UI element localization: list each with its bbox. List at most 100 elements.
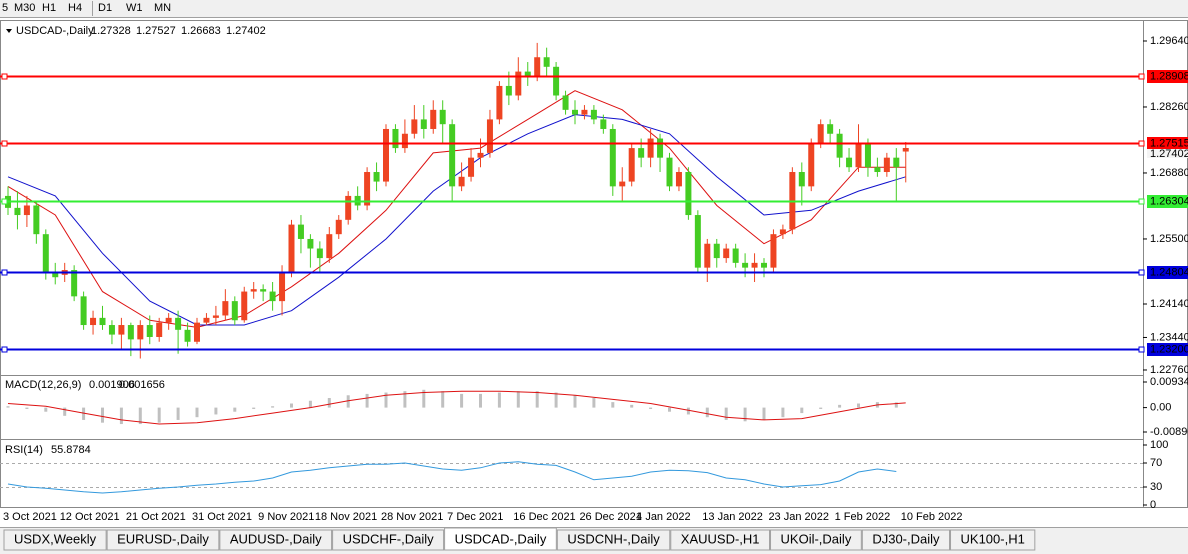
candle-body: [798, 172, 805, 187]
macd-bar: [743, 407, 747, 422]
macd-bar: [82, 407, 86, 420]
level-anchor: [1, 269, 8, 276]
level-anchor: [1138, 140, 1145, 147]
x-tick-label: 23 Jan 2022: [768, 511, 829, 523]
level-anchor: [1138, 269, 1145, 276]
candle-body: [212, 315, 219, 318]
tab-label[interactable]: USDCHF-,Daily: [343, 531, 435, 546]
level-anchor: [1138, 73, 1145, 80]
timeframe-button[interactable]: H1: [42, 2, 56, 14]
timeframe-button[interactable]: H4: [68, 2, 82, 14]
macd-bar: [686, 407, 690, 415]
macd-bar: [119, 407, 123, 425]
candle-body: [553, 66, 560, 96]
moving-average: [7, 114, 906, 326]
candle-body: [638, 148, 645, 158]
candle-body: [335, 219, 342, 235]
timeframe-button[interactable]: D1: [98, 2, 112, 14]
x-tick-label: 4 Jan 2022: [636, 511, 690, 523]
candle-body: [137, 325, 144, 340]
macd-bar: [195, 407, 199, 418]
candle-body: [609, 128, 616, 187]
candle-body: [779, 229, 786, 235]
timeframe-button[interactable]: 5: [2, 2, 8, 14]
candle-body: [241, 291, 248, 321]
macd-bar: [101, 407, 104, 423]
macd-bar: [6, 406, 10, 408]
x-tick-label: 16 Dec 2021: [513, 511, 575, 523]
level-label-bg: [1147, 266, 1188, 279]
candle-body: [184, 329, 191, 342]
rsi-title: RSI(14): [5, 444, 43, 456]
candle-body: [902, 148, 909, 152]
candle-body: [80, 296, 87, 326]
candle-body: [647, 138, 654, 158]
candle-body: [42, 234, 49, 273]
tab-label[interactable]: AUDUSD-,Daily: [230, 531, 322, 546]
tab[interactable]: [106, 529, 220, 551]
y-tick-label: 1.23440: [1150, 331, 1188, 343]
tab[interactable]: [332, 529, 445, 551]
candle-body: [118, 325, 125, 335]
candle-body: [628, 148, 635, 182]
macd-bar: [535, 391, 539, 408]
candle-body: [165, 317, 172, 323]
macd-bar: [592, 398, 596, 408]
candle-body: [373, 172, 380, 182]
tab-label[interactable]: USDCNH-,Daily: [567, 531, 660, 546]
x-tick-label: 31 Oct 2021: [192, 511, 252, 523]
candle-body: [231, 301, 238, 321]
macd-bar: [762, 407, 766, 420]
macd-bar: [308, 400, 312, 408]
candle-body: [666, 157, 673, 187]
candle-body: [345, 195, 352, 220]
tab[interactable]: [556, 529, 671, 551]
candle-body: [505, 85, 512, 96]
candle-body: [817, 124, 824, 144]
candle-body: [742, 262, 749, 268]
tab-label[interactable]: UKOil-,Daily: [781, 531, 852, 546]
level-label: 1.26304: [1150, 195, 1188, 207]
y-tick-label: 70: [1150, 457, 1162, 469]
y-tick-label: 0: [1150, 499, 1156, 511]
tab-label[interactable]: USDCAD-,Daily: [455, 531, 547, 546]
tab[interactable]: [444, 527, 557, 551]
tab[interactable]: [950, 529, 1036, 551]
tab[interactable]: [3, 529, 107, 551]
tab[interactable]: [770, 529, 862, 551]
candle-body: [524, 71, 531, 77]
y-tick-label: 1.22760: [1150, 364, 1188, 376]
candle-body: [761, 262, 767, 268]
tab-label[interactable]: XAUUSD-,H1: [681, 531, 760, 546]
timeframe-button[interactable]: W1: [126, 2, 143, 14]
tab-label[interactable]: USDX,Weekly: [14, 531, 97, 546]
tab[interactable]: [670, 529, 771, 551]
macd-bar: [611, 402, 615, 408]
candle-body: [836, 133, 843, 158]
menu-arrow[interactable]: [6, 29, 12, 33]
candle-body: [430, 109, 437, 129]
level-label: 1.28908: [1150, 70, 1188, 82]
candle-body: [288, 224, 295, 273]
tab-label[interactable]: UK100-,H1: [961, 531, 1025, 546]
tab[interactable]: [219, 529, 333, 551]
candle-body: [33, 205, 40, 235]
macd-bar: [157, 407, 161, 423]
macd-bar: [214, 407, 218, 415]
macd-main: 0.001906: [89, 379, 135, 391]
candle-body: [297, 224, 304, 239]
x-tick-label: 21 Oct 2021: [126, 511, 186, 523]
timeframe-button[interactable]: MN: [154, 2, 171, 14]
candle-body: [23, 205, 30, 216]
level-label-bg: [1147, 137, 1188, 150]
candle-body: [808, 143, 815, 187]
x-tick-label: 3 Oct 2021: [3, 511, 57, 523]
timeframe-button[interactable]: M30: [14, 2, 35, 14]
ohlc-value: 1.26683: [181, 25, 221, 37]
candle-body: [411, 119, 418, 134]
tab[interactable]: [861, 529, 951, 551]
tab-label[interactable]: DJ30-,Daily: [872, 531, 940, 546]
y-tick-label: -0.00890: [1150, 426, 1188, 438]
x-tick-label: 7 Dec 2021: [447, 511, 503, 523]
tab-label[interactable]: EURUSD-,Daily: [117, 531, 209, 546]
